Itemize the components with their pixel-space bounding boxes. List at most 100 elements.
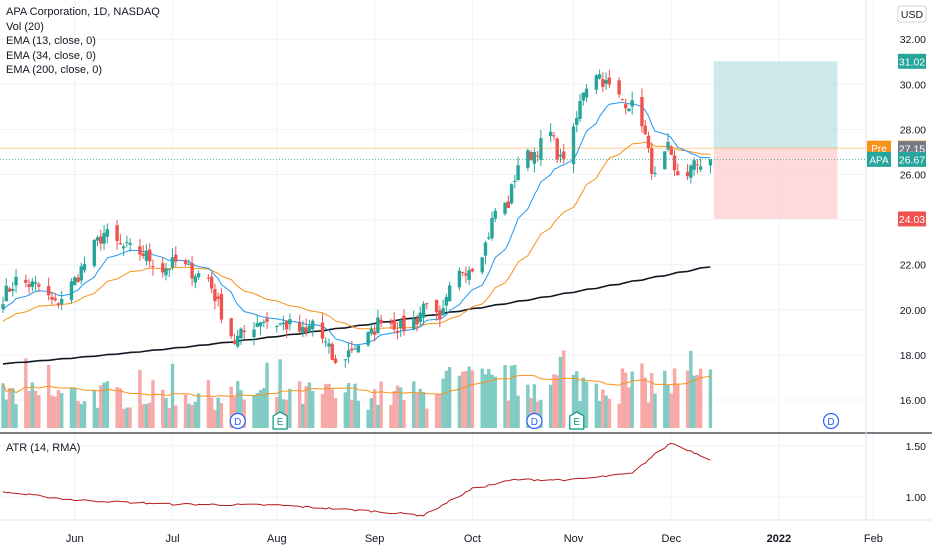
- volume-bar: [646, 402, 651, 428]
- legend-ema-200[interactable]: EMA (200, close, 0): [6, 64, 102, 77]
- ema-200-line: [2, 266, 711, 365]
- atr-line: [2, 442, 711, 517]
- event-label: D: [531, 417, 538, 428]
- volume-bar: [288, 388, 292, 428]
- candle-body: [389, 322, 393, 324]
- volume-bar: [138, 369, 142, 428]
- loss-zone: [713, 148, 838, 219]
- volume-bar: [255, 392, 259, 428]
- volume-bar: [483, 374, 488, 428]
- price-tick-label: 16.00: [900, 395, 926, 407]
- candle-body: [653, 172, 657, 174]
- volume-bar: [213, 409, 217, 428]
- volume-bar: [620, 368, 625, 428]
- candle-body: [526, 150, 530, 168]
- volume-bar: [503, 365, 507, 428]
- candle-body: [552, 135, 556, 137]
- candle-body: [59, 299, 64, 304]
- volume-bar: [601, 389, 605, 428]
- dividend-circle: [229, 412, 246, 430]
- legend-ema-34[interactable]: EMA (34, close, 0): [6, 49, 96, 62]
- volume-bar: [183, 394, 188, 428]
- ema-13-line: [2, 101, 711, 346]
- candle-body: [513, 180, 517, 182]
- candle-body: [258, 322, 263, 327]
- candle-body: [490, 218, 494, 239]
- candle-body: [275, 325, 279, 327]
- volume-bar: [73, 387, 77, 428]
- volume-bar: [480, 368, 484, 428]
- candle-body: [503, 202, 507, 214]
- candle-body: [516, 165, 520, 181]
- candle-body: [115, 225, 119, 241]
- candle-body: [620, 99, 625, 101]
- legend-volume[interactable]: Vol (20): [6, 20, 44, 33]
- volume-bar: [457, 375, 462, 428]
- candle-body: [141, 253, 145, 257]
- candle-body: [666, 141, 670, 150]
- volume-bar: [239, 390, 243, 428]
- volume-bar: [144, 403, 149, 428]
- badge-tag: Pre: [871, 144, 887, 155]
- candle-body: [689, 165, 693, 178]
- volume-bar: [604, 395, 608, 428]
- volume-bar: [242, 399, 246, 428]
- event-label: E: [573, 417, 580, 428]
- volume-bar: [76, 401, 80, 428]
- candle-body: [209, 276, 214, 289]
- candle-body: [69, 281, 74, 301]
- candle-body: [327, 343, 331, 347]
- candle-body: [539, 138, 543, 160]
- volume-bar: [174, 405, 178, 428]
- volume-bar: [196, 393, 201, 428]
- volume-bar: [1, 383, 5, 428]
- volume-bar: [50, 395, 54, 428]
- candle-body: [415, 318, 419, 325]
- earnings-marker[interactable]: E: [569, 411, 585, 430]
- legend-atr[interactable]: ATR (14, RMA): [6, 442, 81, 454]
- volume-bar: [663, 370, 667, 428]
- candle-body: [372, 331, 377, 335]
- volume-bar: [37, 395, 41, 428]
- atr-tick-label: 1.50: [906, 441, 927, 453]
- time-tick-label: Sep: [365, 533, 385, 545]
- volume-bar: [278, 359, 282, 428]
- candle-body: [187, 263, 191, 265]
- candle-body: [506, 201, 510, 208]
- candle-body: [584, 88, 589, 98]
- volume-bar: [170, 363, 175, 428]
- volume-bar: [447, 367, 452, 428]
- dividend-marker[interactable]: D: [229, 412, 246, 430]
- ema-34-line: [2, 141, 711, 330]
- earnings-marker[interactable]: E: [272, 411, 288, 430]
- volume-bar: [617, 403, 621, 428]
- volume-bar: [607, 398, 612, 428]
- legend-ema-13[interactable]: EMA (13, close, 0): [6, 35, 96, 48]
- volume-bar: [526, 384, 530, 428]
- volume-bar: [529, 397, 533, 428]
- candle-body: [640, 96, 644, 127]
- time-tick-label: Aug: [267, 533, 287, 545]
- currency-box: [897, 5, 927, 23]
- candle-body: [597, 74, 602, 79]
- candle-body: [193, 276, 198, 283]
- candle-body: [213, 289, 217, 302]
- candle-body: [24, 279, 28, 283]
- volume-bar: [581, 377, 585, 428]
- volume-bar: [562, 350, 566, 428]
- volume-bar: [333, 398, 338, 428]
- volume-bar: [643, 377, 647, 428]
- candle-body: [493, 210, 497, 219]
- volume-bar: [623, 372, 628, 428]
- candle-body: [548, 131, 553, 136]
- symbol-title[interactable]: APA Corporation, 1D, NASDAQ: [6, 6, 160, 18]
- candle-body: [255, 323, 259, 327]
- volume-bar: [548, 384, 553, 428]
- dividend-marker[interactable]: D: [822, 412, 840, 430]
- candle-body: [56, 303, 61, 306]
- volume-bar: [597, 401, 602, 428]
- candle-body: [11, 289, 15, 291]
- dividend-marker[interactable]: D: [526, 412, 543, 430]
- volume-bar: [392, 391, 396, 428]
